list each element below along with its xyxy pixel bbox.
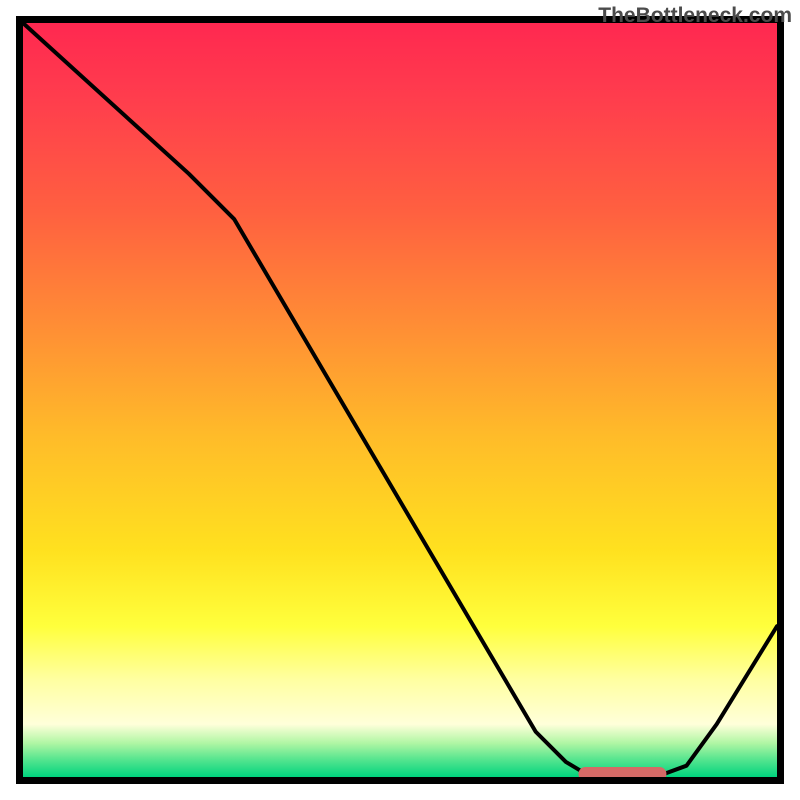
watermark-label: TheBottleneck.com	[598, 4, 792, 28]
bottleneck-chart	[0, 0, 800, 800]
plot-background	[23, 23, 777, 777]
chart-container: TheBottleneck.com	[0, 0, 800, 800]
